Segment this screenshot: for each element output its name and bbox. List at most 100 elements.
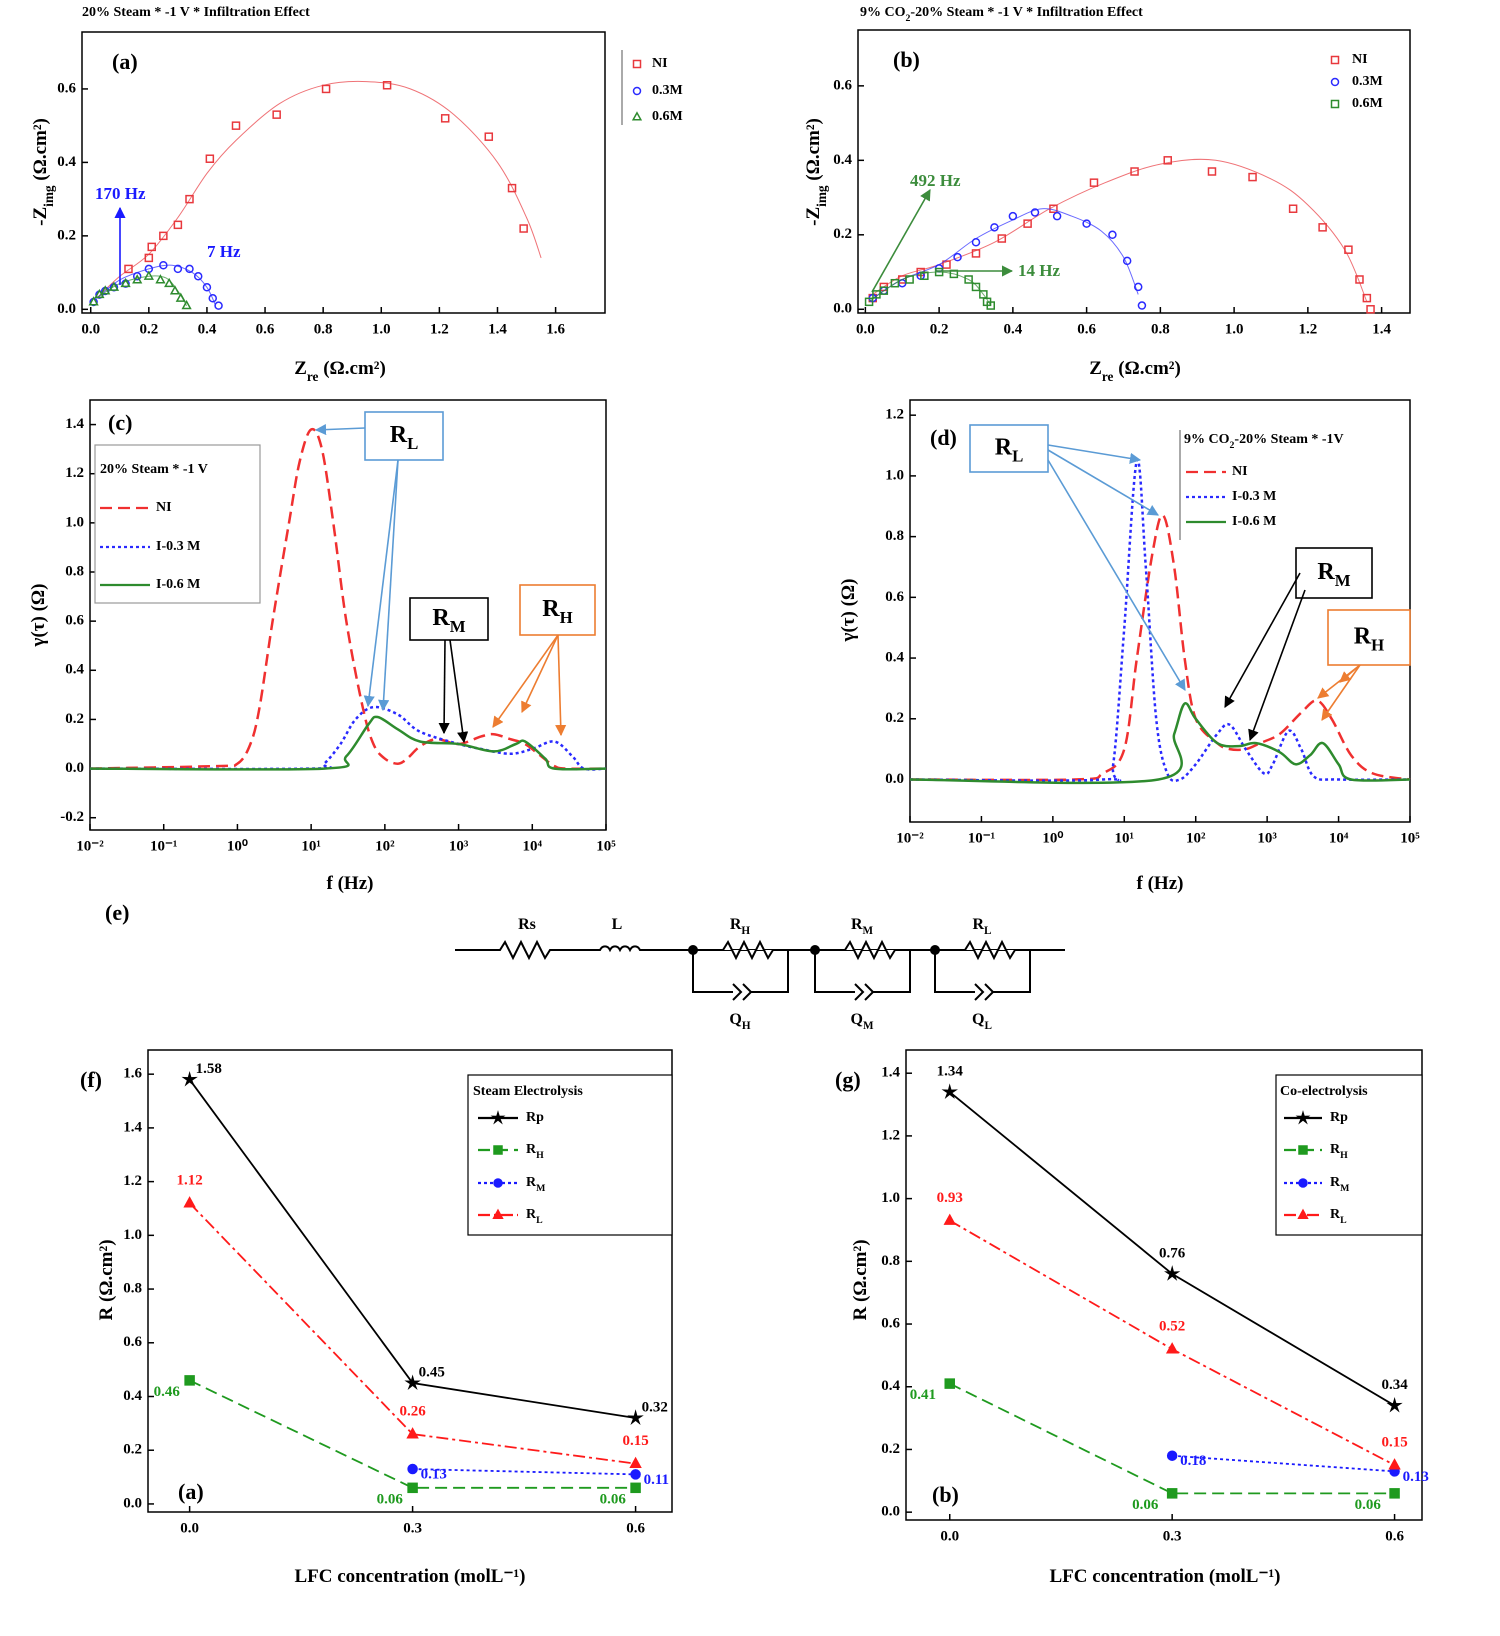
point — [231, 121, 241, 130]
x-tick-label: 10¹ — [1115, 830, 1135, 846]
circuit-label-part: R — [730, 916, 742, 933]
x-tick-label: 1.0 — [372, 321, 391, 337]
y-tick-label: 1.2 — [123, 1173, 142, 1189]
panel-label: (f) — [80, 1067, 102, 1092]
legend-label-part: 0.3M — [652, 83, 683, 98]
point — [181, 299, 192, 310]
x-tick-label: 10⁰ — [227, 838, 248, 854]
point — [1133, 282, 1143, 292]
annotation-part: M — [1335, 571, 1351, 590]
x-tick-label: 0.0 — [856, 321, 875, 337]
x-tick-label: 0.0 — [81, 321, 100, 337]
legend-label-part: R — [1330, 1207, 1341, 1222]
data-label: 0.06 — [600, 1491, 627, 1507]
legend-label-part: I-0.6 M — [156, 577, 200, 592]
point — [175, 292, 186, 302]
y-tick-label: 1.0 — [885, 467, 904, 483]
arrow — [1248, 589, 1306, 742]
point — [890, 278, 900, 288]
circuit-label: RM — [851, 916, 874, 937]
y-tick-label: 0.6 — [881, 1315, 900, 1331]
circuit-label: L — [612, 916, 623, 933]
legend-label: I-0.3 M — [156, 539, 200, 554]
y-tick-label: 0.0 — [833, 301, 852, 317]
y-tick-label: 0.0 — [57, 301, 76, 317]
annotation-part: R — [432, 605, 450, 631]
annotation-part: R — [995, 434, 1013, 460]
x-axis-label: LFC concentration (molL⁻¹) — [1049, 1566, 1280, 1587]
arrow — [363, 459, 399, 708]
point — [990, 223, 999, 232]
circuit-label: QH — [729, 1011, 750, 1032]
y-tick-label: 0.2 — [57, 227, 76, 243]
x-tick-label: 10⁻¹ — [150, 838, 177, 854]
legend-label-part: L — [1340, 1215, 1347, 1226]
annotation-part: R — [1354, 623, 1372, 649]
legend-marker — [1297, 1208, 1309, 1219]
point — [1288, 204, 1298, 213]
y-tick-label: 0.4 — [881, 1378, 900, 1394]
annotation-part: 14 Hz — [1018, 261, 1060, 280]
circuit-label-part: L — [984, 1020, 991, 1032]
legend-title-part: Steam Electrolysis — [473, 1084, 583, 1099]
point — [1108, 230, 1117, 240]
data-label: 0.93 — [937, 1190, 963, 1206]
legend-box — [94, 444, 261, 604]
x-tick-label: 0.0 — [180, 1520, 199, 1536]
point — [132, 274, 143, 284]
annotation-part: R — [1317, 559, 1335, 585]
point — [155, 274, 166, 284]
x-axis-label: f (Hz) — [327, 873, 374, 894]
x-axis-label-part: LFC concentration (molL⁻¹) — [294, 1566, 525, 1587]
annotation-part: 170 Hz — [95, 184, 146, 203]
cpe — [732, 983, 753, 1001]
circuit-label: QL — [972, 1011, 992, 1032]
arrow — [314, 423, 366, 436]
annotation-box — [409, 597, 489, 641]
point — [986, 301, 995, 310]
legend-label: NI — [1232, 464, 1248, 479]
y-tick-label: 1.0 — [123, 1227, 142, 1243]
parallel-branch — [692, 950, 789, 993]
x-tick-label: 10¹ — [301, 838, 321, 854]
point — [507, 183, 517, 193]
series-line — [412, 1468, 636, 1476]
x-tick-label: 0.4 — [1003, 321, 1022, 337]
point — [920, 271, 929, 281]
legend-marker — [1330, 99, 1340, 109]
x-axis-label: Zre (Ω.cm²) — [294, 358, 386, 383]
point — [407, 1482, 418, 1494]
data-label: 1.34 — [937, 1063, 964, 1079]
y-tick-label: 1.2 — [65, 465, 84, 481]
x-tick-label: 10³ — [1257, 830, 1277, 846]
annotation: RM — [432, 605, 465, 637]
arrow — [555, 634, 567, 737]
legend-title: 20% Steam * -1 V — [100, 462, 208, 477]
circuit-label: RL — [972, 916, 991, 937]
legend-label-part: H — [1340, 1150, 1348, 1161]
x-tick-label: 1.2 — [430, 321, 449, 337]
arrow — [1047, 449, 1159, 516]
legend-marker — [631, 111, 643, 121]
x-axis-label: Zre (Ω.cm²) — [1089, 358, 1181, 383]
point — [1165, 1342, 1179, 1354]
annotation-box — [969, 424, 1049, 473]
circuit-label: Rs — [518, 916, 536, 933]
y-tick-label: 0.8 — [885, 528, 904, 544]
legend-title-part: 9% CO — [1184, 432, 1230, 447]
point — [100, 285, 111, 295]
annotation: RL — [390, 422, 419, 454]
legend-label-part: 0.6M — [652, 109, 683, 124]
y-tick-label: 0.4 — [885, 649, 904, 665]
cpe — [854, 983, 875, 1001]
point — [124, 264, 133, 274]
x-axis-label-part: re — [1102, 369, 1114, 384]
circuit-label-part: M — [863, 1020, 874, 1032]
legend-label: I-0.6 M — [156, 577, 200, 592]
point — [1164, 1265, 1181, 1281]
y-tick-label: 0.8 — [65, 563, 84, 579]
legend-marker — [493, 1145, 503, 1155]
y-tick-label: 0.0 — [881, 1504, 900, 1520]
arrow — [1321, 664, 1361, 721]
legend-label: RM — [1330, 1175, 1349, 1194]
